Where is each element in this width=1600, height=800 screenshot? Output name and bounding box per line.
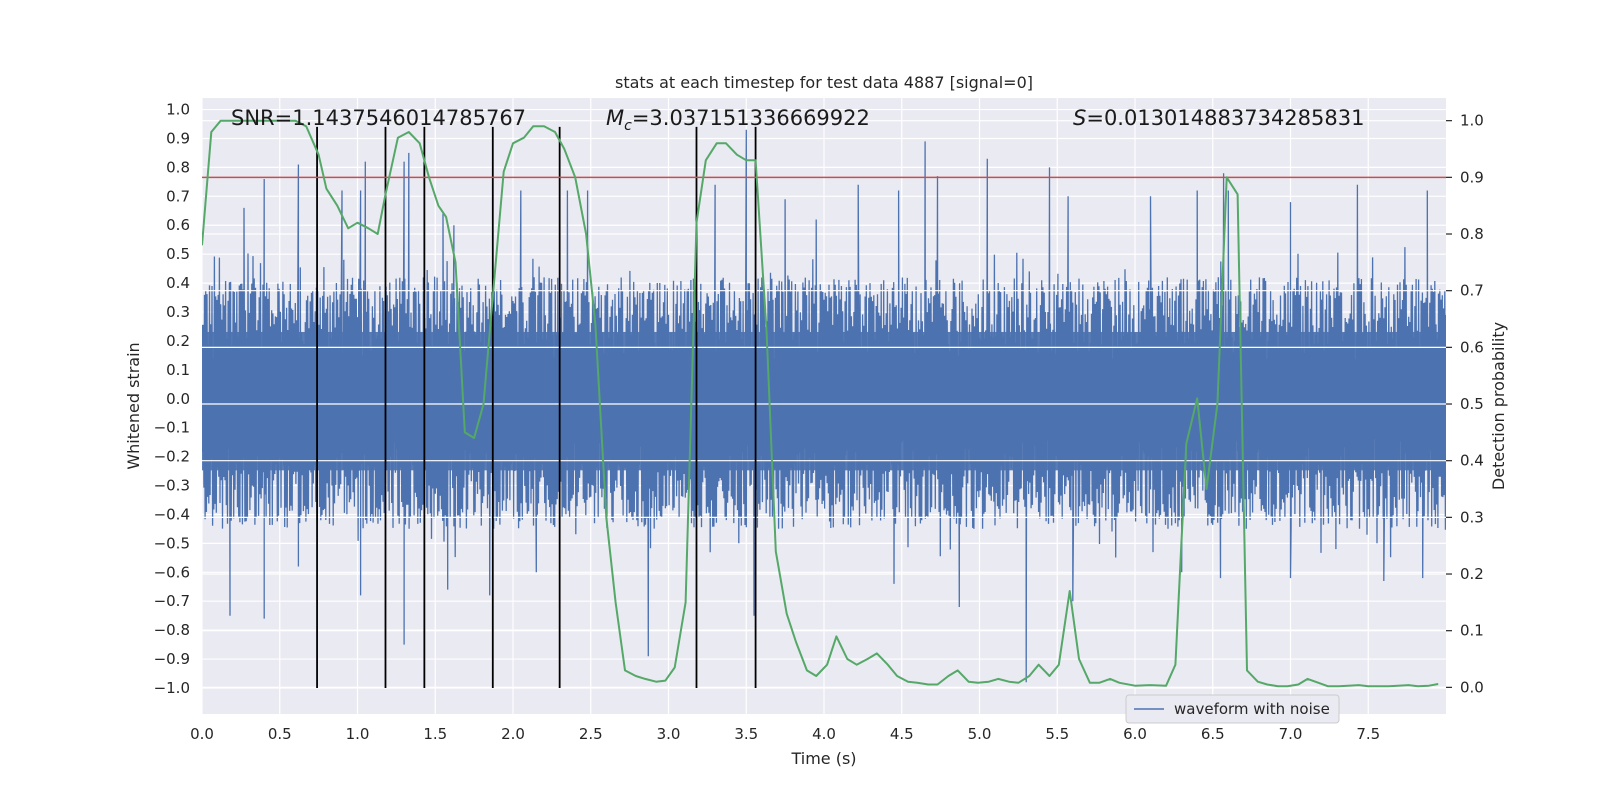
snr-annotation: SNR=1.1437546014785767	[231, 106, 526, 130]
chirp-mass-value: =3.037151336669922	[632, 106, 870, 130]
y2-tick-label: 0.9	[1460, 168, 1484, 186]
x-tick-label: 6.5	[1201, 725, 1225, 743]
probability-line	[202, 119, 1439, 688]
x-tick-label: 3.5	[734, 725, 758, 743]
y-tick-label: 0.0	[166, 390, 190, 408]
waveform-series	[202, 129, 1446, 683]
y2-tick-label: 0.7	[1460, 282, 1484, 300]
x-tick-label: 7.5	[1356, 725, 1380, 743]
y-tick-label: −0.5	[154, 534, 190, 552]
x-tick-label: 2.5	[579, 725, 603, 743]
y2-tick-label: 0.5	[1460, 395, 1484, 413]
legend-box	[1125, 694, 1340, 724]
x-tick-label: 7.0	[1279, 725, 1303, 743]
x-tick-label: 2.0	[501, 725, 525, 743]
y-tick-label: 0.3	[166, 303, 190, 321]
y-tick-label: 0.4	[166, 274, 190, 292]
y-tick-label: −0.1	[154, 419, 190, 437]
x-tick-label: 3.0	[657, 725, 681, 743]
chirp-mass-subscript: c	[624, 118, 632, 134]
probability-series	[202, 119, 1439, 688]
s-value: =0.013014883734285831	[1086, 106, 1364, 130]
y2-axis-ticks: 1.0 0.9 0.8 0.7 0.6 0.5 0.4 0.3 0.2 0.1 0.0	[1446, 112, 1484, 696]
x-axis-label: Time (s)	[790, 749, 856, 768]
y2-tick-label: 1.0	[1460, 112, 1484, 130]
y-tick-label: 0.7	[166, 187, 190, 205]
y2-tick-label: 0.4	[1460, 452, 1484, 470]
chirp-mass-symbol: M	[606, 106, 624, 130]
y-tick-label: 0.1	[166, 361, 190, 379]
x-axis-ticks: 0.0 0.5 1.0 1.5 2.0 2.5 3.0 3.5 4.0 4.5 5.0 5.5 6.0 6…	[190, 725, 1380, 743]
y-tick-label: 0.8	[166, 158, 190, 176]
x-tick-label: 5.5	[1045, 725, 1069, 743]
s-symbol: S	[1073, 106, 1086, 130]
y-tick-label: −0.2	[154, 448, 190, 466]
x-tick-label: 1.0	[346, 725, 370, 743]
y-axis-ticks: 1.0 0.9 0.8 0.7 0.6 0.5 0.4 0.3 0.2 0.1 0.0 −0.1 −0.…	[154, 101, 190, 697]
s-annotation: S=0.013014883734285831	[1073, 106, 1364, 130]
y-tick-label: 0.6	[166, 216, 190, 234]
y2-tick-label: 0.2	[1460, 565, 1484, 583]
x-tick-label: 0.5	[268, 725, 292, 743]
y2-tick-label: 0.0	[1460, 678, 1484, 696]
chart-title: stats at each timestep for test data 488…	[615, 73, 1033, 92]
waveform-core	[202, 331, 1446, 471]
vertical-markers	[316, 126, 757, 688]
y-tick-label: −0.7	[154, 592, 190, 610]
y-tick-label: −1.0	[154, 679, 190, 697]
y-tick-label: −0.4	[154, 505, 190, 523]
y-tick-label: −0.8	[154, 621, 190, 639]
x-tick-label: 0.0	[190, 725, 214, 743]
y2-tick-label: 0.6	[1460, 338, 1484, 356]
legend: waveform with noise	[1125, 694, 1340, 724]
y2-tick-label: 0.1	[1460, 622, 1484, 640]
x-tick-label: 4.5	[890, 725, 914, 743]
y-axis-label: Whitened strain	[124, 342, 143, 469]
y2-axis-label: Detection probability	[1489, 322, 1508, 490]
y-tick-label: 0.9	[166, 129, 190, 147]
y-tick-label: −0.6	[154, 563, 190, 581]
chirp-mass-annotation: Mc=3.037151336669922	[606, 106, 870, 134]
y-tick-label: 1.0	[166, 101, 190, 119]
y-tick-label: −0.9	[154, 650, 190, 668]
y-tick-label: −0.3	[154, 477, 190, 495]
y-tick-label: 0.2	[166, 332, 190, 350]
x-tick-label: 5.0	[968, 725, 992, 743]
y2-tick-label: 0.8	[1460, 225, 1484, 243]
x-tick-label: 6.0	[1123, 725, 1147, 743]
y-tick-label: 0.5	[166, 245, 190, 263]
x-tick-label: 4.0	[812, 725, 836, 743]
legend-label: waveform with noise	[1174, 700, 1330, 718]
x-tick-label: 1.5	[423, 725, 447, 743]
y2-tick-label: 0.3	[1460, 508, 1484, 526]
